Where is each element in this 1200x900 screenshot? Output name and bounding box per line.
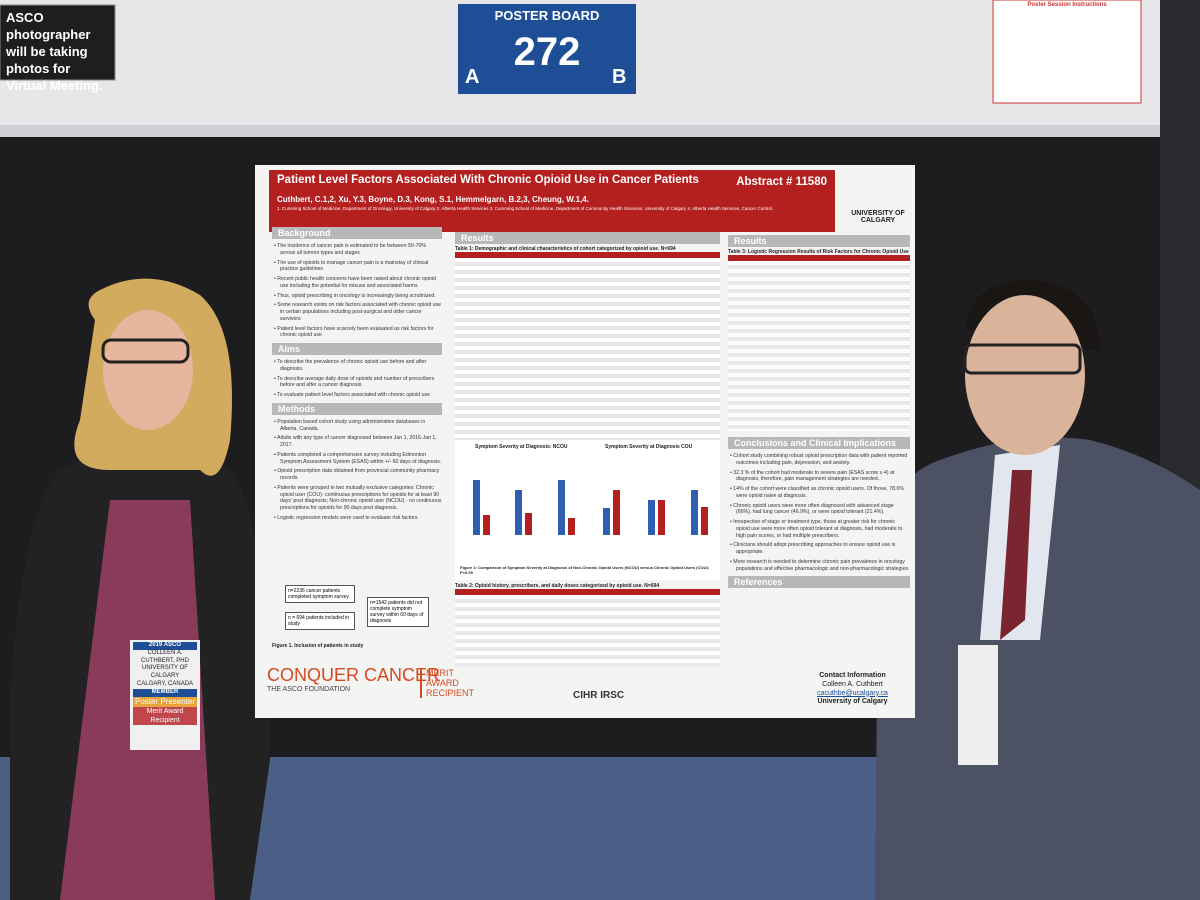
- contact-name: Colleen A. Cuthbert: [822, 680, 883, 688]
- table-caption: Table 1: Demographic and clinical charac…: [455, 246, 676, 252]
- man-face: [965, 295, 1085, 455]
- man-glasses: [963, 343, 1082, 375]
- figure-caption: Figure 1. Inclusion of patients in study: [272, 643, 364, 649]
- bullet: 14% of the cohort were classified as chr…: [728, 486, 910, 500]
- logo-conquer: CONQUER CANCER: [267, 665, 441, 685]
- bullet: Adults with any type of cancer diagnosed…: [272, 435, 442, 449]
- frame: [0, 125, 1200, 137]
- poster: Patient Level Factors Associated With Ch…: [255, 165, 915, 718]
- section-heading: Methods: [272, 402, 442, 415]
- woman-face: [103, 310, 193, 430]
- left-column: Background The incidence of cancer pain …: [272, 227, 442, 526]
- badge-presenter: Poster Presenter: [133, 696, 197, 707]
- contact: Contact Information Colleen A. Cuthbert …: [795, 672, 910, 707]
- logo-cihr: CIHR IRSC: [573, 690, 625, 701]
- flow-box: n = 694 patients included in study: [285, 612, 355, 630]
- figure-caption: Figure 2: Comparison of Symptom Severity…: [460, 565, 710, 575]
- bullet: Opioid prescription data obtained from p…: [272, 468, 442, 482]
- bullet: Thus, opioid prescribing in oncology is …: [272, 293, 442, 300]
- background-list: The incidence of cancer pain is estimate…: [272, 243, 442, 339]
- bullet: Logistic regression models were used to …: [272, 515, 442, 522]
- badge: 2019 ASCO COLLEEN A. CUTHBERT, PHD UNIVE…: [133, 642, 197, 726]
- sign-bg: [0, 4, 116, 81]
- table: [455, 252, 720, 443]
- board-number: 272: [513, 30, 581, 74]
- section-heading: Conclusions and Clinical Implications: [728, 437, 910, 449]
- middle-column: Results Table 1: Demographic and clinica…: [455, 232, 720, 443]
- flow-box: n=2236 cancer patients completed symptom…: [285, 585, 355, 603]
- board-sign: [458, 4, 636, 94]
- bars: [473, 480, 708, 535]
- board-b: B: [612, 66, 627, 88]
- badge-award: Merit Award Recipient: [133, 706, 197, 726]
- man-suit: [875, 437, 1200, 900]
- bullet: Population based cohort study using admi…: [272, 419, 442, 433]
- bullet: Chronic opioid users were more often dia…: [728, 503, 910, 517]
- logo-foundation: THE ASCO FOUNDATION: [267, 686, 351, 693]
- bullet: 32.3 % of the cohort had moderate to sev…: [728, 470, 910, 484]
- affiliations: 1. Cumming School of Medicine, Departmen…: [277, 206, 774, 211]
- board-label: POSTER BOARD: [494, 8, 600, 23]
- instructions-title: Poster Session Instructions: [1027, 2, 1107, 8]
- bullet: To describe average daily dose of opioid…: [272, 376, 442, 390]
- bullet: To describe the prevalence of chronic op…: [272, 359, 442, 373]
- authors: Cuthbert, C.1,2, Xu, Y.3, Boyne, D.3, Ko…: [277, 195, 589, 204]
- aims-list: To describe the prevalence of chronic op…: [272, 359, 442, 399]
- instructions-bg: [992, 0, 1142, 104]
- section-heading: Background: [272, 227, 442, 239]
- badge-member: MEMBER: [133, 688, 197, 697]
- bullet: More research is needed to determine chr…: [728, 559, 910, 573]
- badge-city: CALGARY, CANADA: [136, 680, 194, 687]
- table-caption: Table 2: Opioid history, prescribers, an…: [455, 583, 660, 589]
- bullet: Clinicians should adopt prescribing appr…: [728, 542, 910, 556]
- poster-title: Patient Level Factors Associated With Ch…: [277, 174, 699, 186]
- table: [728, 255, 910, 431]
- table-caption: Table 3: Logistic Regression Results of …: [728, 249, 909, 255]
- bullet: Some research exists on risk factors ass…: [272, 302, 442, 322]
- bullet: To evaluate patient level factors associ…: [272, 392, 442, 399]
- university: UNIVERSITY OF CALGARY: [851, 210, 905, 224]
- flow-box: n=1542 patients did not complete symptom…: [367, 597, 429, 627]
- conclusions-list: Cohort study combining robust opioid pre…: [728, 453, 910, 572]
- bullet: The use of opioids to manage cancer pain…: [272, 260, 442, 274]
- right-column: Results Table 3: Logistic Regression Res…: [728, 235, 910, 589]
- poster-header: Patient Level Factors Associated With Ch…: [269, 170, 835, 232]
- board-a: A: [465, 66, 480, 88]
- bullet: Patients were grouped in two mutually ex…: [272, 485, 442, 512]
- abstract-number: Abstract # 11580: [736, 176, 827, 188]
- bullet: Patient level factors have scarcely been…: [272, 326, 442, 340]
- section-heading: Results: [455, 232, 720, 244]
- figure-bars: [473, 480, 708, 535]
- badge-name: COLLEEN A. CUTHBERT, PHD: [141, 649, 189, 664]
- table: [455, 589, 720, 667]
- sign-text: ASCO photographer will be taking photos …: [6, 10, 103, 93]
- section-heading: Aims: [272, 343, 442, 355]
- bullet: Patients completed a comprehensive surve…: [272, 452, 442, 466]
- contact-heading: Contact Information: [819, 672, 886, 679]
- methods-list: Population based cohort study using admi…: [272, 419, 442, 522]
- section-heading: References: [728, 576, 910, 589]
- figure: Symptom Severity at Diagnosis: NCOU Symp…: [455, 440, 720, 580]
- badge-org: UNIVERSITY OF CALGARY: [142, 665, 188, 680]
- figure-title: Symptom Severity at Diagnosis: NCOU: [475, 444, 568, 450]
- figure-title: Symptom Severity at Diagnosis COU: [605, 444, 693, 450]
- badge-event: 2019 ASCO: [133, 642, 197, 650]
- section-heading: Results: [728, 235, 910, 247]
- bullet: Irrespective of stage or treatment type,…: [728, 519, 910, 539]
- contact-email: cacuthbe@ucalgary.ca: [817, 689, 888, 697]
- woman-glasses: [101, 338, 190, 364]
- bullet: The incidence of cancer pain is estimate…: [272, 243, 442, 257]
- man-badge: [958, 645, 998, 765]
- bullet: Cohort study combining robust opioid pre…: [728, 453, 910, 467]
- logo-merit: MERIT AWARD RECIPIENT: [420, 668, 480, 698]
- contact-org: University of Calgary: [817, 698, 888, 706]
- man-tie: [1000, 470, 1032, 640]
- table-2: Table 2: Opioid history, prescribers, an…: [455, 583, 720, 667]
- bullet: Recent public health concerns have been …: [272, 276, 442, 290]
